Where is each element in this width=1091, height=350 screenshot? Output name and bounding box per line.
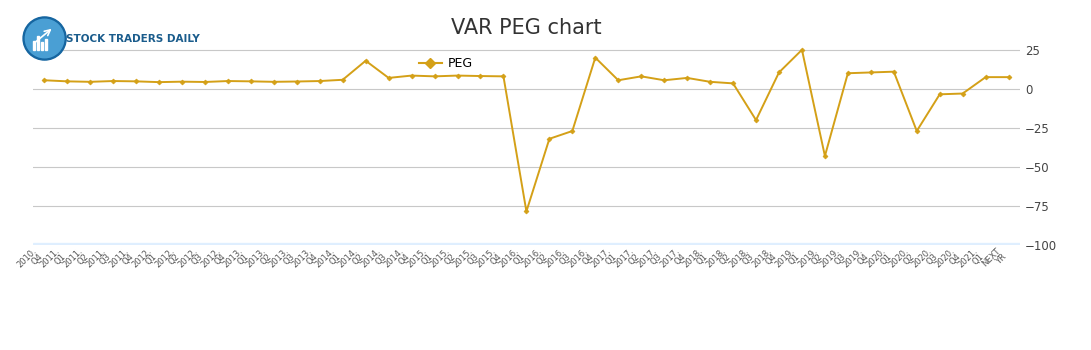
- Circle shape: [23, 17, 67, 60]
- Bar: [37, 36, 39, 50]
- Circle shape: [25, 19, 64, 58]
- Bar: [33, 41, 35, 50]
- Bar: [45, 38, 47, 50]
- Text: STOCK TRADERS DAILY: STOCK TRADERS DAILY: [67, 34, 200, 43]
- Bar: [33, 243, 1020, 245]
- Legend: PEG: PEG: [415, 52, 478, 75]
- Title: VAR PEG chart: VAR PEG chart: [451, 18, 602, 38]
- Bar: [40, 42, 43, 50]
